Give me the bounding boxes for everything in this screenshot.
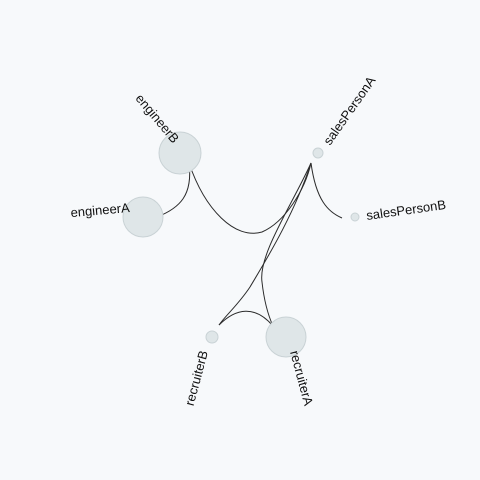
edges-layer <box>156 162 343 327</box>
node-engineerB[interactable]: engineerB <box>133 91 202 175</box>
node-label-salesPersonB: salesPersonB <box>365 197 447 223</box>
node-circle-engineerA[interactable] <box>122 196 164 238</box>
edge-engineerB-salesPersonA <box>188 162 312 234</box>
node-label-engineerB: engineerB <box>133 91 183 146</box>
node-circle-salesPersonA[interactable] <box>312 147 324 159</box>
edge-recruiterA-recruiterB <box>218 310 274 327</box>
edge-salesPersonA-recruiterA <box>261 162 312 327</box>
node-salesPersonA[interactable]: salesPersonA <box>312 73 379 159</box>
node-recruiterB[interactable]: recruiterB <box>182 330 219 407</box>
node-label-engineerA: engineerA <box>70 200 131 220</box>
node-label-recruiterB: recruiterB <box>182 349 211 407</box>
nodes-layer: engineerA engineerB salesPersonA salesPerso… <box>70 73 447 407</box>
node-recruiterA[interactable]: recruiterA <box>265 316 316 408</box>
node-label-salesPersonA: salesPersonA <box>320 73 378 148</box>
edge-salesPersonA-salesPersonB <box>310 162 343 219</box>
node-circle-engineerB[interactable] <box>158 131 202 175</box>
node-circle-recruiterB[interactable] <box>205 330 219 344</box>
edge-salesPersonA-recruiterB <box>218 162 312 326</box>
node-salesPersonB[interactable]: salesPersonB <box>350 197 447 223</box>
node-label-recruiterA: recruiterA <box>287 349 316 408</box>
node-circle-salesPersonB[interactable] <box>350 212 360 222</box>
node-circle-recruiterA[interactable] <box>265 316 307 358</box>
node-engineerA[interactable]: engineerA <box>70 196 164 238</box>
